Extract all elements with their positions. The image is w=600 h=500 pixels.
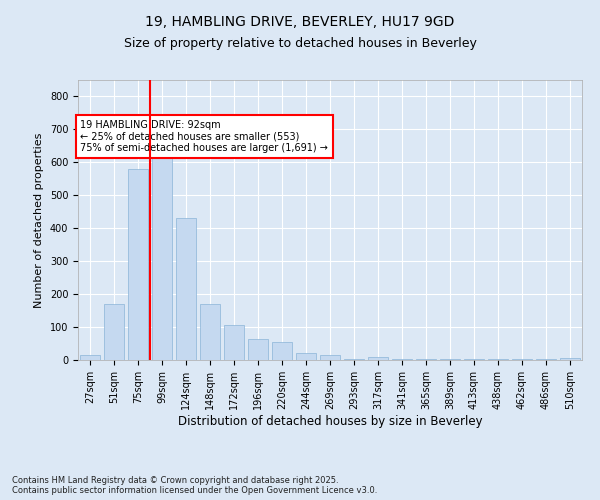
- Bar: [152, 149, 172, 360]
- Bar: [176, 218, 196, 360]
- Bar: [248, 338, 268, 360]
- Y-axis label: Number of detached properties: Number of detached properties: [34, 132, 44, 308]
- Text: Size of property relative to detached houses in Beverley: Size of property relative to detached ho…: [124, 38, 476, 51]
- Bar: [200, 304, 220, 360]
- Text: 19 HAMBLING DRIVE: 92sqm
← 25% of detached houses are smaller (553)
75% of semi-: 19 HAMBLING DRIVE: 92sqm ← 25% of detach…: [80, 120, 328, 152]
- Bar: [368, 356, 388, 360]
- Bar: [272, 342, 292, 360]
- X-axis label: Distribution of detached houses by size in Beverley: Distribution of detached houses by size …: [178, 414, 482, 428]
- Bar: [224, 326, 244, 360]
- Bar: [80, 355, 100, 360]
- Bar: [320, 355, 340, 360]
- Text: 19, HAMBLING DRIVE, BEVERLEY, HU17 9GD: 19, HAMBLING DRIVE, BEVERLEY, HU17 9GD: [145, 15, 455, 29]
- Bar: [104, 304, 124, 360]
- Bar: [296, 354, 316, 360]
- Bar: [128, 169, 148, 360]
- Bar: [560, 358, 580, 360]
- Text: Contains HM Land Registry data © Crown copyright and database right 2025.
Contai: Contains HM Land Registry data © Crown c…: [12, 476, 377, 495]
